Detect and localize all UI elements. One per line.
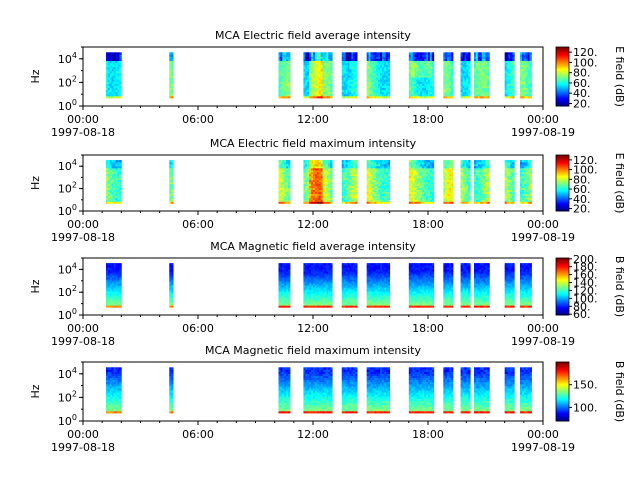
heatmap-cells <box>106 160 532 204</box>
panel-title: MCA Electric field average intensity <box>215 29 411 42</box>
y-tick-label: 102 <box>58 181 77 196</box>
colorbar-label: E field (dB) <box>613 153 626 214</box>
heatmap-cell <box>119 52 121 54</box>
data-segment <box>279 160 291 204</box>
data-segment <box>409 160 434 204</box>
data-segment <box>303 160 332 204</box>
heatmap-cells <box>106 263 532 308</box>
colorbar-label: E field (dB) <box>613 46 626 107</box>
heatmap-cell <box>388 52 390 54</box>
x-tick-date: 1997-08-18 <box>51 126 115 139</box>
heatmap-cell <box>512 160 514 162</box>
data-segment <box>461 160 471 204</box>
heatmap-cell <box>171 160 173 162</box>
heatmap-cell <box>530 160 532 162</box>
panel-title: MCA Electric field maximum intensity <box>210 137 417 150</box>
x-tick-date: 1997-08-19 <box>511 126 575 139</box>
x-tick-label: 18:00 <box>412 218 444 231</box>
colorbar-tick-label: 120. <box>573 154 598 167</box>
x-tick-date: 1997-08-18 <box>51 231 115 244</box>
heatmap-cell <box>512 52 514 54</box>
y-tick-label: 102 <box>58 74 77 89</box>
data-segment <box>303 263 332 308</box>
x-tick-label: 00:00 <box>67 113 99 126</box>
data-segment <box>505 160 515 204</box>
colorbar-tick-label: 120. <box>573 46 598 59</box>
heatmap-cell <box>451 52 453 54</box>
data-segment <box>279 52 291 98</box>
x-tick-label: 00:00 <box>67 218 99 231</box>
panel-3: MCA Magnetic field average intensity1001… <box>29 240 626 348</box>
x-tick-label: 12:00 <box>297 218 329 231</box>
data-segment <box>461 52 471 98</box>
heatmap-cell <box>355 52 357 54</box>
heatmap-cell <box>288 263 290 265</box>
data-segment <box>106 52 122 98</box>
heatmap-cell <box>171 263 173 265</box>
data-segment <box>443 52 453 98</box>
panel-title: MCA Magnetic field average intensity <box>210 240 416 253</box>
heatmap-cell <box>487 52 489 54</box>
colorbar: 20.40.60.80.100.120.E field (dB) <box>556 46 626 110</box>
data-segment <box>169 263 173 308</box>
y-tick-label: 104 <box>58 158 77 173</box>
heatmap-cell <box>451 160 453 162</box>
y-tick-label: 100 <box>58 98 77 113</box>
heatmap-cell <box>330 160 332 162</box>
heatmap-cell <box>171 52 173 54</box>
colorbar: 20.40.60.80.100.120.E field (dB) <box>556 153 626 216</box>
heatmap-cell <box>487 160 489 162</box>
data-segment <box>169 52 173 98</box>
heatmap-cell <box>432 52 434 54</box>
data-segment <box>342 160 358 204</box>
heatmap-cell <box>288 52 290 54</box>
heatmap-cells <box>106 52 532 98</box>
data-segment <box>520 160 532 204</box>
y-axis-label: Hz <box>29 69 42 83</box>
y-tick-label: 104 <box>58 51 77 66</box>
data-segment <box>474 52 490 98</box>
y-axis-label: Hz <box>29 176 42 190</box>
y-tick-label: 100 <box>58 203 77 218</box>
data-segment <box>106 160 122 204</box>
heatmap-cell <box>119 263 121 265</box>
data-segment <box>409 52 434 98</box>
x-tick-label: 12:00 <box>297 113 329 126</box>
data-segment <box>367 52 390 98</box>
data-segment <box>443 160 453 204</box>
data-segment <box>169 160 173 204</box>
heatmap-cell <box>468 52 470 54</box>
data-segment <box>520 52 532 98</box>
heatmap-cell <box>119 160 121 162</box>
heatmap-cell <box>530 52 532 54</box>
x-tick-label: 00:00 <box>527 218 559 231</box>
data-segment <box>106 263 122 308</box>
x-tick-label: 06:00 <box>182 113 214 126</box>
panel-1: MCA Electric field average intensity 100 1… <box>29 29 626 139</box>
heatmap-cell <box>388 160 390 162</box>
data-segment <box>505 52 515 98</box>
data-segment <box>367 160 390 204</box>
data-segment <box>303 52 332 98</box>
x-tick-label: 00:00 <box>527 113 559 126</box>
data-segment <box>342 52 358 98</box>
x-tick-date: 1997-08-19 <box>511 231 575 244</box>
data-segment <box>474 160 490 204</box>
heatmap-cell <box>468 160 470 162</box>
x-tick-label: 06:00 <box>182 218 214 231</box>
panel-2: MCA Electric field maximum intensity 100 1… <box>29 137 626 244</box>
heatmap-cell <box>432 160 434 162</box>
heatmap-cell <box>288 160 290 162</box>
heatmap-cell <box>355 160 357 162</box>
x-tick-label: 18:00 <box>412 113 444 126</box>
data-segment <box>279 263 291 308</box>
heatmap-cell <box>330 52 332 54</box>
